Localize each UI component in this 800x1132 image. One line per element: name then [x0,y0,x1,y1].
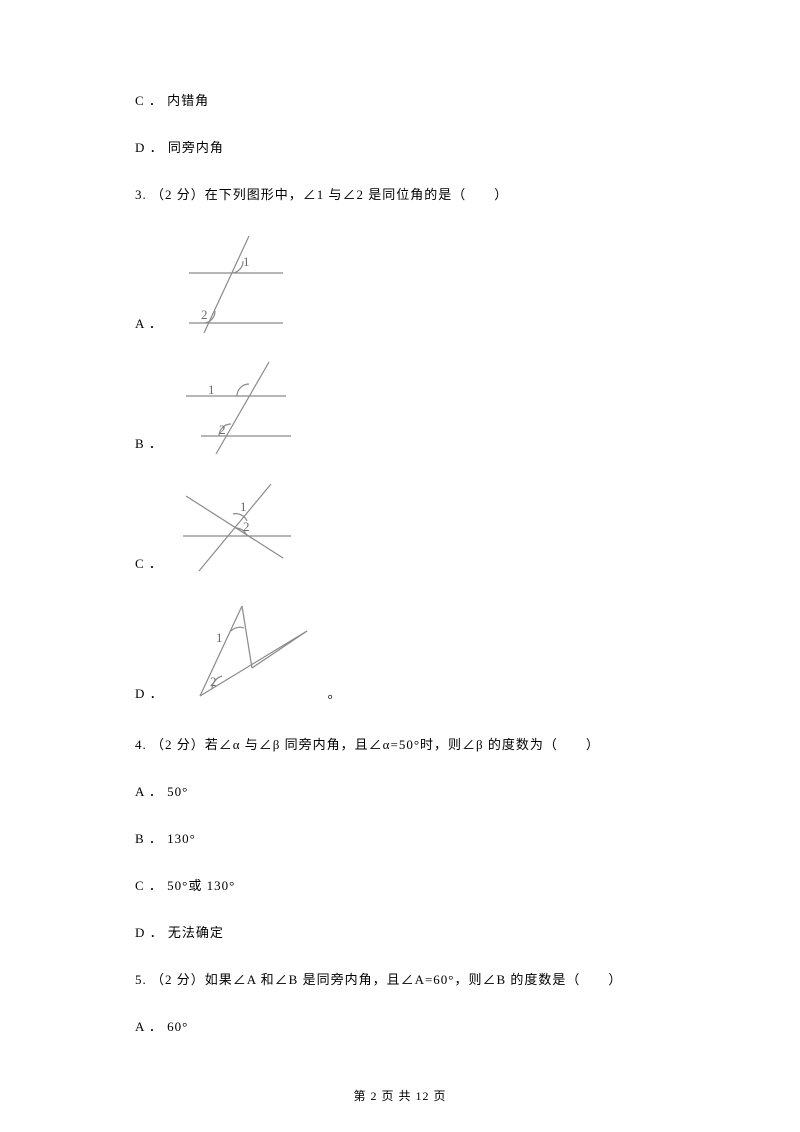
q3-d-suffix: 。 [322,683,342,706]
svg-text:1: 1 [240,499,247,514]
q3-label-c: C ． [135,553,163,576]
q3-option-a: A ． 12 [135,231,675,336]
svg-text:1: 1 [216,630,223,645]
svg-text:2: 2 [219,422,226,437]
svg-text:2: 2 [201,307,208,322]
q2-option-c: C ． 内错角 [135,90,675,109]
q5-option-a: A ． 60° [135,1016,675,1035]
q4-option-b: B ． 130° [135,828,675,847]
q4-option-c: C ． 50°或 130° [135,875,675,894]
q4-option-a: A ． 50° [135,781,675,800]
q3-figure-b: 12 [171,356,296,456]
q4-stem: 4. （2 分）若∠α 与∠β 同旁内角，且∠α=50°时，则∠β 的度数为（ … [135,734,675,753]
q3-stem: 3. （2 分）在下列图形中，∠1 与∠2 是同位角的是（ ） [135,184,675,203]
q3-option-d: D ． 12 。 [135,596,675,706]
q2-option-d: D ． 同旁内角 [135,137,675,156]
q3-label-a: A ． [135,313,163,336]
svg-text:2: 2 [243,519,250,534]
svg-text:1: 1 [243,254,250,269]
q3-figure-d: 12 [172,596,322,706]
q3-option-c: C ． 12 [135,476,675,576]
q4-option-d: D ． 无法确定 [135,922,675,941]
q3-option-b: B ． 12 [135,356,675,456]
page-footer: 第 2 页 共 12 页 [0,1087,800,1104]
q3-figure-a: 12 [171,231,286,336]
svg-text:2: 2 [210,674,217,689]
q3-label-b: B ． [135,433,163,456]
svg-text:1: 1 [208,382,215,397]
q3-label-d: D ． [135,683,164,706]
q5-stem: 5. （2 分）如果∠A 和∠B 是同旁内角，且∠A=60°，则∠B 的度数是（… [135,969,675,988]
q3-figure-c: 12 [171,476,296,576]
